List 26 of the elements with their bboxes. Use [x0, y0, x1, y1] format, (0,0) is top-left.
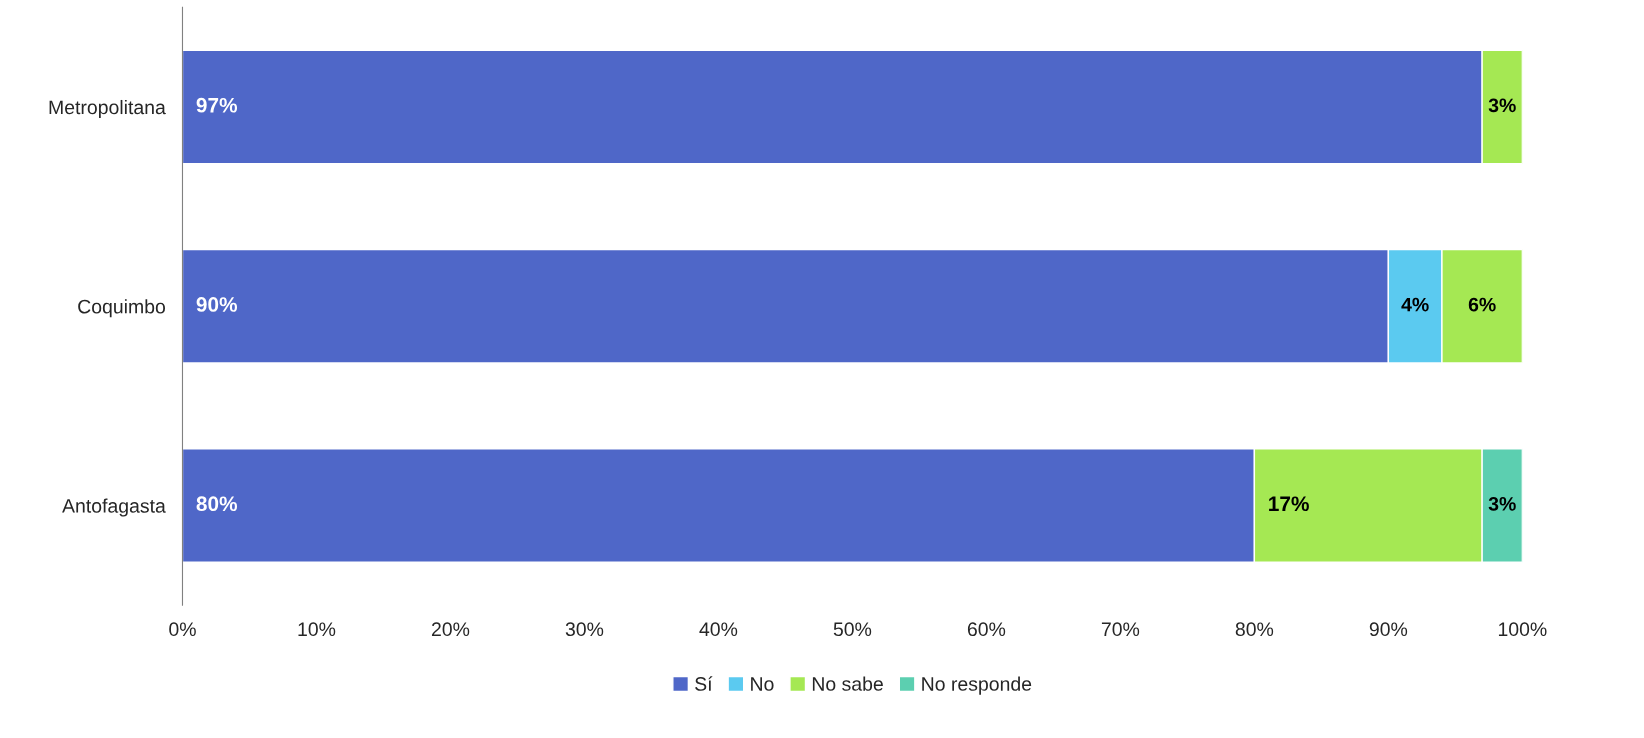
x-tick-label: 100%	[1498, 622, 1547, 637]
x-tick-label: 90%	[1369, 622, 1408, 637]
x-tick-label: 80%	[1235, 622, 1274, 637]
x-tick-label: 70%	[1101, 622, 1140, 637]
data-label: 90%	[196, 297, 238, 312]
x-tick-label: 30%	[565, 622, 604, 637]
x-tick-label: 20%	[431, 622, 470, 637]
data-label: 80%	[196, 496, 238, 512]
data-label: 97%	[196, 97, 238, 113]
data-label: 3%	[1488, 98, 1516, 113]
data-label: 4%	[1401, 297, 1429, 312]
legend-label: Sí	[695, 676, 713, 691]
data-label: 3%	[1488, 496, 1516, 511]
legend-label: No sabe	[812, 676, 883, 691]
y-tick-label: Antofagasta	[62, 498, 166, 517]
x-tick-label: 60%	[967, 622, 1006, 637]
legend-label: No	[751, 677, 774, 691]
x-tick-label: 50%	[833, 622, 872, 637]
x-tick-label: 0%	[169, 622, 196, 637]
x-tick-label: 40%	[699, 622, 738, 637]
y-tick-label: Metropolitana	[49, 99, 166, 119]
data-label: 17%	[1269, 496, 1309, 512]
data-label: 6%	[1468, 297, 1496, 312]
x-tick-label: 10%	[298, 622, 336, 637]
legend-label: No responde	[922, 676, 1032, 695]
y-tick-label: Coquimbo	[78, 299, 166, 318]
